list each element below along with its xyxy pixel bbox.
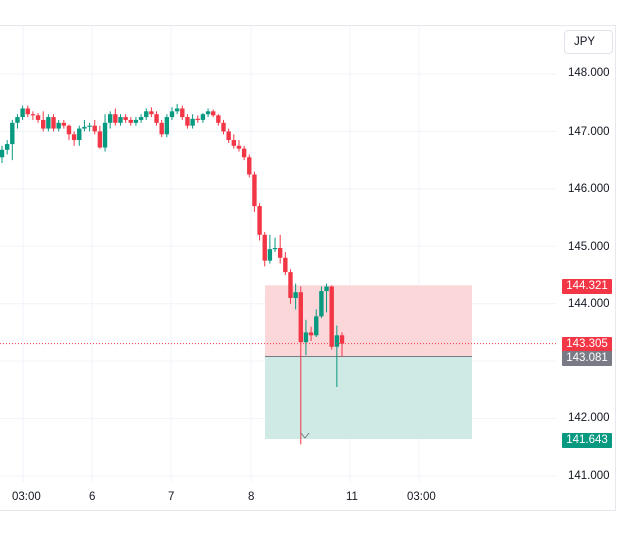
candle-body xyxy=(314,316,319,336)
candle-body xyxy=(277,248,283,258)
price-label-145: 145.000 xyxy=(568,241,610,253)
candle-body xyxy=(128,119,133,123)
candle-body xyxy=(231,140,237,146)
candle-body xyxy=(35,115,41,120)
time-label-0300-b: 03:00 xyxy=(407,491,436,503)
candle-body xyxy=(329,286,334,347)
candle-body xyxy=(107,114,113,123)
candle-body xyxy=(154,114,159,123)
candle-body xyxy=(169,111,175,118)
time-label-8: 8 xyxy=(248,491,255,503)
price-label-147: 147.000 xyxy=(568,126,610,138)
stop-loss-price-tag: 144.321 xyxy=(562,279,612,294)
candle-body xyxy=(293,292,298,298)
entry-price-tag: 143.081 xyxy=(562,351,612,366)
candle-body xyxy=(61,122,67,126)
candle-body xyxy=(77,128,82,141)
candle-body xyxy=(303,332,309,343)
candle-body xyxy=(339,335,345,344)
candle-body xyxy=(288,272,293,298)
candle-body xyxy=(205,111,211,115)
candle-body xyxy=(257,206,262,235)
candle-body xyxy=(30,114,36,116)
candle-body xyxy=(221,122,226,132)
price-label-144: 144.000 xyxy=(568,298,610,310)
candle-body xyxy=(66,125,72,135)
candle-body xyxy=(51,117,56,129)
candle-body xyxy=(200,114,206,120)
candle-body xyxy=(87,125,92,127)
time-label-11: 11 xyxy=(346,491,358,503)
candle-body xyxy=(15,117,20,123)
candle-body xyxy=(190,118,195,126)
candle-body xyxy=(144,111,149,118)
time-label-6: 6 xyxy=(89,491,96,503)
currency-button[interactable]: JPY xyxy=(564,30,613,54)
candle-body xyxy=(252,174,257,207)
candle-body xyxy=(82,126,87,129)
candle-body xyxy=(0,149,5,158)
candle-body xyxy=(46,117,51,129)
price-label-148: 148.000 xyxy=(568,67,610,79)
candle-body xyxy=(41,119,46,129)
candle-body xyxy=(123,117,128,120)
candle-body xyxy=(71,134,77,141)
arrow-down-icon xyxy=(300,432,310,439)
candle-body xyxy=(211,111,216,116)
candle-body xyxy=(216,115,221,123)
candle-body xyxy=(226,131,231,141)
candle-body xyxy=(97,131,103,148)
candle-body xyxy=(149,111,154,115)
candle-body xyxy=(174,108,180,112)
candle-body xyxy=(118,117,123,123)
candle-body xyxy=(159,122,164,135)
candles xyxy=(0,103,345,445)
price-label-142: 142.000 xyxy=(568,412,610,424)
candle-body xyxy=(102,122,108,148)
price-label-141: 141.000 xyxy=(568,470,610,482)
time-label-0300: 03:00 xyxy=(12,491,41,503)
candle-body xyxy=(180,108,185,118)
candle-body xyxy=(319,291,324,317)
candle-body xyxy=(308,332,314,336)
candle-body xyxy=(283,257,288,273)
candle-body xyxy=(185,117,190,126)
candle-body xyxy=(164,117,170,135)
time-label-7: 7 xyxy=(168,491,175,503)
candle-body xyxy=(113,114,118,123)
candle-body xyxy=(272,248,278,250)
chart-frame xyxy=(0,25,616,511)
candle-body xyxy=(236,145,242,149)
overlays xyxy=(0,343,556,439)
candle-body xyxy=(138,117,144,120)
candle-body xyxy=(20,108,25,118)
candle-body xyxy=(195,118,200,120)
candle-body xyxy=(56,122,61,129)
take-profit-zone xyxy=(265,356,472,440)
candle-body xyxy=(241,148,247,158)
take-profit-price-tag: 141.643 xyxy=(562,433,612,448)
candle-body xyxy=(25,108,30,115)
candle-body xyxy=(262,234,267,261)
price-label-146: 146.000 xyxy=(568,183,610,195)
candle-body xyxy=(247,157,252,175)
candle-body xyxy=(133,119,139,123)
last-price-tag: 143.305 xyxy=(562,337,612,352)
candle-body xyxy=(92,125,97,132)
candle-body xyxy=(324,286,329,292)
candle-body xyxy=(10,122,15,145)
candle-body xyxy=(267,249,273,261)
candle-body xyxy=(4,144,10,150)
candle-body xyxy=(334,335,340,347)
candle-body xyxy=(298,292,303,343)
